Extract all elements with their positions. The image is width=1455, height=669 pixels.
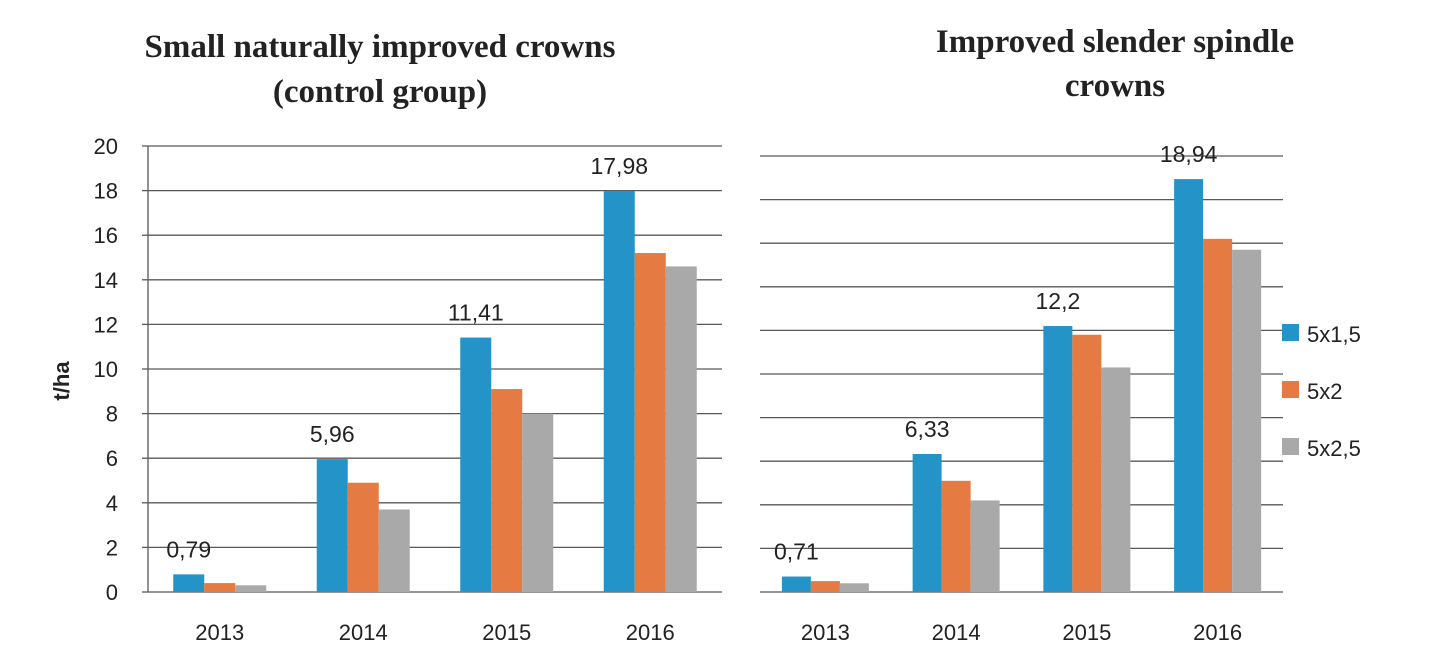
y-tick-label: 8 xyxy=(106,402,118,427)
x-tick-label-2015: 2015 xyxy=(482,620,531,645)
y-tick-label: 4 xyxy=(106,491,118,516)
data-label-2016: 18,94 xyxy=(1160,141,1218,167)
x-tick-labels: 2013 2014 2015 2016 xyxy=(195,620,674,645)
bars xyxy=(781,179,1262,593)
legend-label-5x2: 5x2 xyxy=(1307,379,1342,404)
y-tick-labels: 0 2 4 6 8 10 12 14 16 18 20 xyxy=(94,134,118,605)
legend-swatch-5x2-5 xyxy=(1282,438,1299,455)
data-label-2014: 6,33 xyxy=(905,416,950,442)
y-tick-label: 14 xyxy=(94,268,118,293)
y-tick-label: 0 xyxy=(106,580,118,605)
legend-swatch-5x1-5 xyxy=(1282,324,1299,341)
bar-2014-5x1-5 xyxy=(912,454,942,592)
data-label-2013: 0,71 xyxy=(774,539,819,565)
bar-2016-5x1-5 xyxy=(603,191,635,592)
x-tick-label-2016: 2016 xyxy=(626,620,675,645)
bar-2014-5x2-5 xyxy=(970,500,1000,592)
bar-2016-5x2 xyxy=(1203,238,1233,592)
data-labels: 0,79 5,96 11,41 17,98 xyxy=(166,153,648,562)
bar-2013-5x1-5 xyxy=(173,574,205,592)
bar-2014-5x2 xyxy=(347,482,379,592)
x-tick-labels: 2013 2014 2015 2016 xyxy=(801,620,1242,645)
bar-2016-5x2-5 xyxy=(665,266,697,592)
data-label-2013: 0,79 xyxy=(166,536,211,562)
x-tick-label-2014: 2014 xyxy=(932,620,981,645)
chart-title-line-2: crowns xyxy=(1065,68,1165,104)
bar-2015-5x1-5 xyxy=(1043,326,1073,592)
gridlines xyxy=(142,145,722,593)
bar-2015-5x2-5 xyxy=(522,413,554,592)
bar-2014-5x2 xyxy=(941,480,971,592)
bar-2013-5x2-5 xyxy=(839,583,869,592)
data-label-2015: 11,41 xyxy=(448,300,504,326)
bar-2015-5x2-5 xyxy=(1101,367,1131,592)
y-tick-label: 6 xyxy=(106,446,118,471)
bar-2016-5x1-5 xyxy=(1174,179,1204,592)
bar-2014-5x2-5 xyxy=(378,509,410,592)
bar-2016-5x2-5 xyxy=(1232,249,1262,593)
y-tick-label: 2 xyxy=(106,535,118,560)
x-tick-label-2016: 2016 xyxy=(1193,620,1242,645)
chart-slender-spindle: Improved slender spindle crowns 0,71 6,33… xyxy=(760,24,1294,645)
chart-title-line-1: Small naturally improved crowns xyxy=(145,29,616,65)
bar-2016-5x2 xyxy=(634,253,666,593)
data-labels: 0,71 6,33 12,2 18,94 xyxy=(774,141,1218,564)
legend: 5x1,5 5x2 5x2,5 xyxy=(1282,322,1361,461)
legend-label-5x2-5: 5x2,5 xyxy=(1307,436,1361,461)
x-tick-label-2014: 2014 xyxy=(339,620,388,645)
bar-2013-5x1-5 xyxy=(781,576,811,592)
bar-2014-5x1-5 xyxy=(316,459,348,592)
y-tick-label: 16 xyxy=(94,223,118,248)
chart-title-line-2: (control group) xyxy=(273,74,487,110)
y-tick-label: 10 xyxy=(94,357,118,382)
legend-swatch-5x2 xyxy=(1282,381,1299,398)
y-tick-label: 12 xyxy=(94,312,118,337)
y-tick-label: 20 xyxy=(94,134,118,159)
chart-title-line-1: Improved slender spindle xyxy=(936,24,1294,60)
x-tick-label-2013: 2013 xyxy=(801,620,850,645)
bar-2013-5x2 xyxy=(810,581,840,592)
data-label-2014: 5,96 xyxy=(310,421,355,447)
y-axis-label: t/ha xyxy=(49,361,74,401)
bar-2013-5x2 xyxy=(204,583,236,592)
x-tick-label-2015: 2015 xyxy=(1062,620,1111,645)
bar-2015-5x2 xyxy=(491,389,523,592)
bar-2015-5x2 xyxy=(1072,334,1102,592)
y-tick-label: 18 xyxy=(94,179,118,204)
bar-2013-5x2-5 xyxy=(235,585,267,592)
chart-control-group: Small naturally improved crowns (control… xyxy=(49,29,722,645)
legend-label-5x1-5: 5x1,5 xyxy=(1307,322,1361,347)
bars xyxy=(173,191,697,593)
data-label-2015: 12,2 xyxy=(1035,288,1080,314)
bar-2015-5x1-5 xyxy=(460,337,492,592)
data-label-2016: 17,98 xyxy=(590,153,648,179)
x-tick-label-2013: 2013 xyxy=(195,620,244,645)
